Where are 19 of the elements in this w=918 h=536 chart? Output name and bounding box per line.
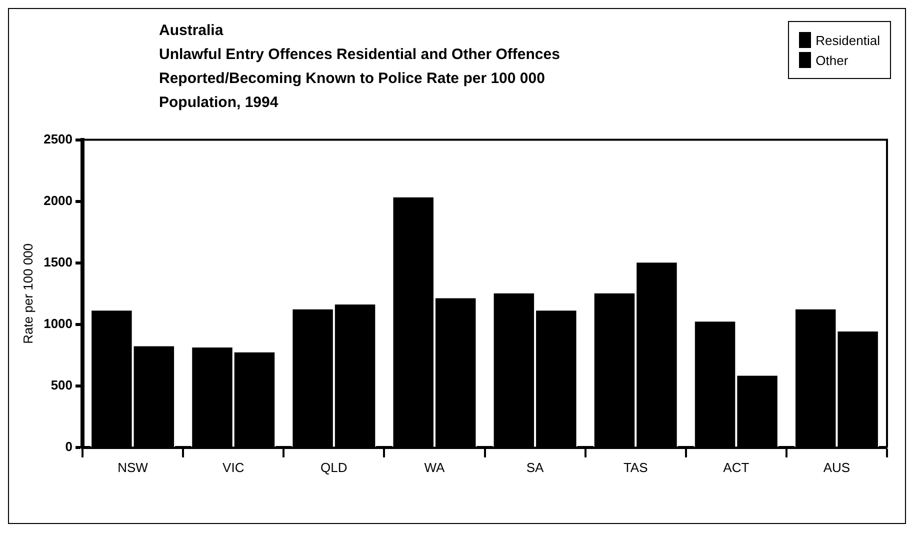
x-tick-label: VIC [222,460,244,475]
x-tick-label: TAS [623,460,648,475]
y-tick-label: 2500 [44,131,73,146]
x-tick-label: QLD [320,460,348,475]
x-tick-label: NSW [118,460,149,475]
chart-title: Australia [159,21,224,41]
y-tick-label: 0 [65,438,73,454]
x-tick-label: WA [424,460,446,475]
chart-subtitle: Unlawful Entry Offences Residential and Other Offences Reported/Becoming Known to Police Rate per 100 000 Population, 1994 [159,45,561,113]
y-axis-title: Rate per 100 000 [20,243,36,344]
y-tick-label: 1500 [44,254,73,270]
legend-label: Other [816,52,848,68]
x-tick-label: ACT [723,460,750,475]
y-tick-label: 1000 [44,316,73,331]
legend-label: Residential [816,32,880,48]
x-tick-label: AUS [823,460,850,475]
y-tick-label: 2000 [44,192,73,208]
y-tick-label: 500 [50,377,73,392]
x-tick-label: SA [526,460,544,475]
